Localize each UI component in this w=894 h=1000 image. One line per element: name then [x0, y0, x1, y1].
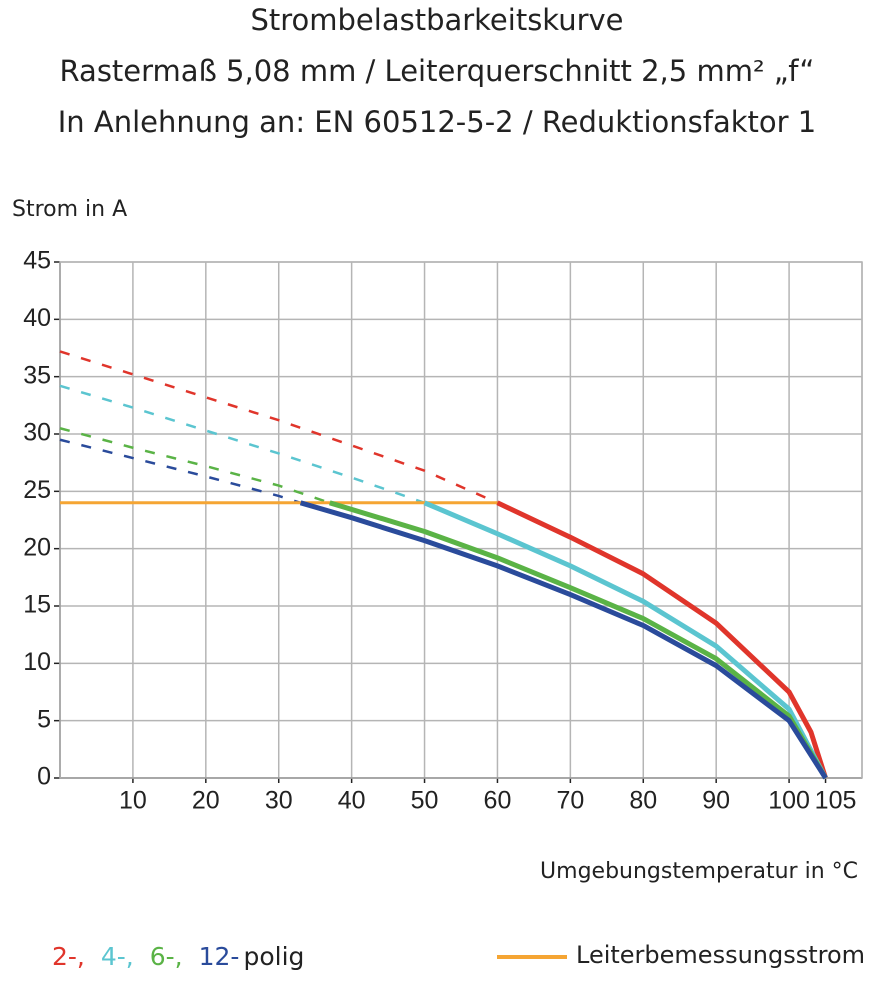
chart-subtitle: Rastermaß 5,08 mm / Leiterquerschnitt 2,… — [60, 54, 815, 88]
extrapolated-line — [59, 350, 498, 504]
x-tick-label: 100 — [768, 787, 810, 815]
legend-label: 6-, — [150, 942, 183, 971]
y-tick-label: 5 — [37, 705, 51, 733]
extrapolated-line — [59, 384, 425, 504]
y-tick-label: 40 — [23, 304, 51, 332]
plot-frame — [59, 261, 863, 779]
x-tick-label: 30 — [265, 787, 293, 815]
x-axis-label: Umgebungstemperatur in °C — [540, 859, 858, 884]
series-line — [329, 500, 828, 780]
y-tick-label: 15 — [23, 591, 51, 619]
y-tick-label: 10 — [23, 648, 51, 676]
series-line — [299, 500, 828, 780]
x-tick-label: 50 — [411, 787, 439, 815]
extrapolated-line — [59, 438, 301, 504]
y-tick-label: 0 — [37, 763, 51, 791]
x-tick-label: 70 — [556, 787, 584, 815]
legend-label: Leiterbemessungsstrom — [576, 941, 865, 969]
legend-label: 12- — [199, 942, 240, 971]
legend-label: polig — [243, 942, 304, 971]
y-axis-label: Strom in A — [12, 197, 127, 222]
y-tick-label: 20 — [23, 533, 51, 561]
chart-title: Strombelastbarkeitskurve — [250, 3, 623, 37]
y-tick-label: 25 — [23, 476, 51, 504]
series-line — [496, 500, 828, 779]
series-line — [423, 500, 828, 780]
x-tick-label: 90 — [702, 787, 730, 815]
x-tick-label: 80 — [629, 787, 657, 815]
x-tick-label: 10 — [119, 787, 147, 815]
x-tick-label: 40 — [338, 787, 366, 815]
x-tick-label: 105 — [815, 787, 857, 815]
legend-label: 2-, — [52, 942, 85, 971]
chart-subtitle: In Anlehnung an: EN 60512-5-2 / Reduktio… — [58, 105, 817, 139]
x-tick-label: 20 — [192, 787, 220, 815]
legend-label: 4-, — [101, 942, 134, 971]
x-tick-label: 60 — [484, 787, 512, 815]
y-tick-label: 30 — [23, 419, 51, 447]
y-tick-label: 35 — [23, 361, 51, 389]
y-tick-label: 45 — [23, 247, 51, 275]
extrapolated-line — [59, 427, 331, 504]
